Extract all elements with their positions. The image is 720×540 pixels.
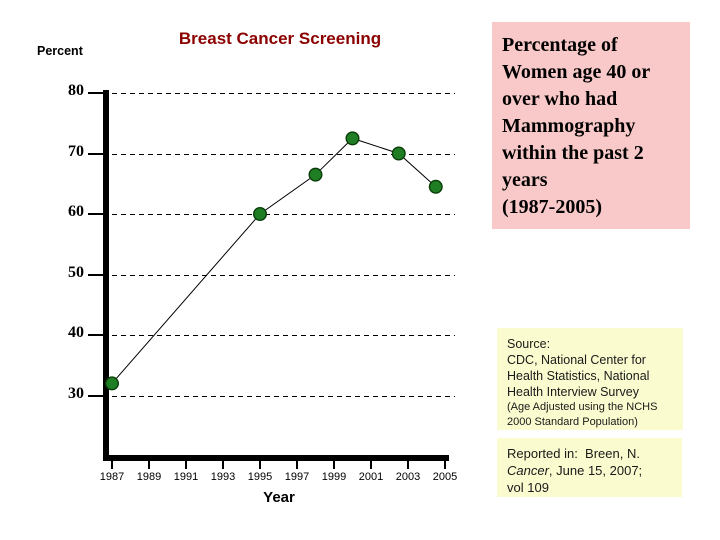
source-line: Health Interview Survey xyxy=(507,385,640,399)
source-box: Source: CDC, National Center for Health … xyxy=(497,328,683,430)
citation-line: Cancer, June 15, 2007; xyxy=(507,462,682,479)
citation-box: Reported in: Breen, N. Cancer, June 15, … xyxy=(497,438,682,497)
x-tick-label: 1997 xyxy=(284,471,310,483)
data-point xyxy=(391,146,406,161)
chart-title: Breast Cancer Screening xyxy=(178,29,382,48)
source-line: CDC, National Center for xyxy=(507,353,646,367)
y-tick-mark xyxy=(88,394,104,397)
x-axis-title: Year xyxy=(263,489,295,506)
y-tick-label: 60 xyxy=(68,203,84,220)
line-series xyxy=(104,131,443,391)
x-tick-label: 1993 xyxy=(210,471,236,483)
x-tick-mark xyxy=(333,461,335,469)
x-tick-mark xyxy=(222,461,224,469)
x-tick-label: 2005 xyxy=(432,471,458,483)
y-axis-line xyxy=(103,90,109,461)
citation-line: Reported in: Breen, N. xyxy=(507,446,640,461)
source-note-line: 2000 Standard Population) xyxy=(507,415,638,428)
y-tick-mark xyxy=(88,273,104,276)
gridline xyxy=(112,93,455,94)
gridline xyxy=(112,214,455,215)
y-tick-label: 40 xyxy=(68,324,84,341)
callout-line: Percentage of xyxy=(502,34,618,56)
y-tick-label: 70 xyxy=(68,142,84,160)
source-line: Source: xyxy=(507,337,551,351)
callout-box: Percentage of Women age 40 or over who h… xyxy=(492,22,690,229)
data-point xyxy=(345,131,360,146)
data-point xyxy=(104,376,119,391)
journal-name: Cancer xyxy=(507,463,549,478)
citation-line: vol 109 xyxy=(507,480,549,495)
gridline xyxy=(112,274,455,276)
callout-line: Mammography xyxy=(502,115,636,137)
callout-line: (1987-2005) xyxy=(502,196,602,218)
source-note-line: (Age Adjusted using the NCHS xyxy=(507,401,658,413)
x-tick-label: 1999 xyxy=(321,471,347,483)
x-tick-mark xyxy=(407,461,409,469)
source-line: Health Statistics, National xyxy=(507,369,650,383)
y-tick-mark xyxy=(88,213,104,215)
x-tick-mark xyxy=(259,461,261,469)
y-axis-title: Percent xyxy=(37,44,83,58)
y-tick-mark xyxy=(88,92,104,94)
y-tick-label: 80 xyxy=(68,82,84,99)
y-tick-mark xyxy=(88,334,104,336)
x-tick-mark xyxy=(111,461,113,469)
callout-line: years xyxy=(502,169,548,191)
data-point xyxy=(308,167,323,182)
callout-line: within the past 2 xyxy=(502,142,644,164)
x-tick-mark xyxy=(185,461,187,469)
callout-line: Women age 40 or xyxy=(502,61,651,83)
x-tick-mark xyxy=(296,461,298,469)
callout-line: over who had xyxy=(502,88,618,110)
x-tick-label: 2003 xyxy=(395,471,421,483)
series-line xyxy=(111,137,437,384)
x-tick-mark xyxy=(148,461,150,469)
x-tick-label: 1987 xyxy=(99,471,125,483)
citation-line-rest: , June 15, 2007; xyxy=(548,463,643,478)
gridline xyxy=(112,153,455,155)
x-tick-mark xyxy=(444,461,446,469)
x-tick-label: 1991 xyxy=(173,471,199,483)
x-tick-label: 2001 xyxy=(358,471,384,483)
x-axis-line xyxy=(103,455,449,461)
y-tick-label: 50 xyxy=(68,263,84,281)
y-tick-label: 30 xyxy=(68,384,84,402)
x-tick-label: 1989 xyxy=(136,471,162,483)
gridline xyxy=(112,395,455,397)
data-point xyxy=(428,179,443,194)
x-tick-mark xyxy=(370,461,372,469)
x-tick-label: 1995 xyxy=(247,471,273,483)
y-tick-mark xyxy=(88,152,104,155)
data-point xyxy=(252,206,267,221)
gridline xyxy=(112,335,455,336)
